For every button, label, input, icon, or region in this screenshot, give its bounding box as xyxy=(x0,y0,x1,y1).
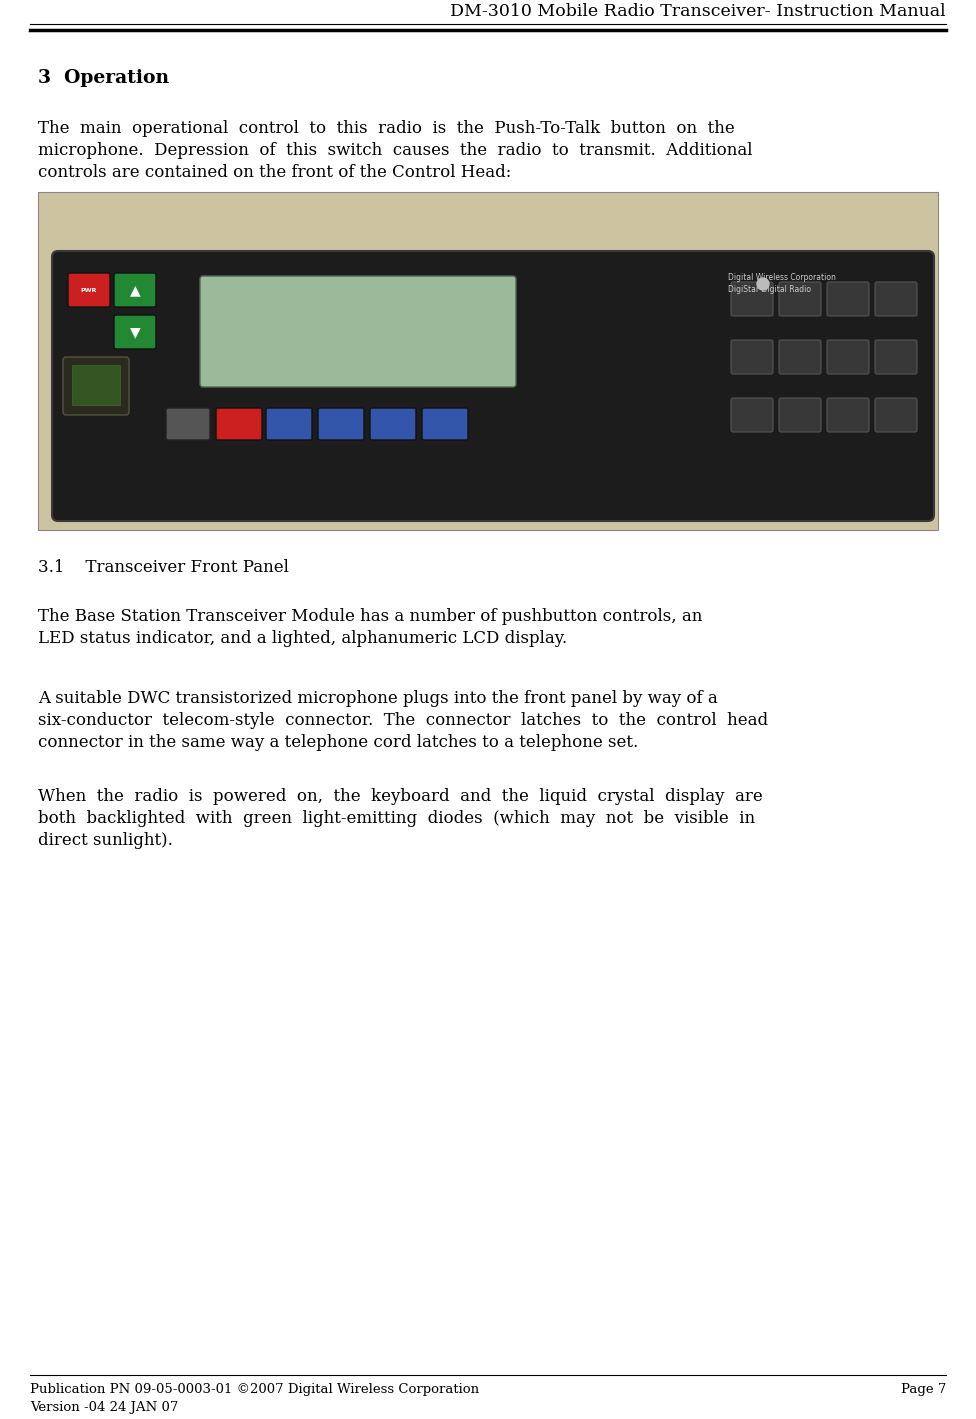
FancyBboxPatch shape xyxy=(166,409,210,440)
FancyBboxPatch shape xyxy=(827,397,869,431)
FancyBboxPatch shape xyxy=(875,341,917,375)
Text: DM-3010 Mobile Radio Transceiver- Instruction Manual: DM-3010 Mobile Radio Transceiver- Instru… xyxy=(450,3,946,20)
FancyBboxPatch shape xyxy=(731,282,773,316)
Text: controls are contained on the front of the Control Head:: controls are contained on the front of t… xyxy=(38,165,511,182)
Text: microphone.  Depression  of  this  switch  causes  the  radio  to  transmit.  Ad: microphone. Depression of this switch ca… xyxy=(38,142,752,159)
Text: Version -04 24 JAN 07: Version -04 24 JAN 07 xyxy=(30,1401,179,1413)
Text: connector in the same way a telephone cord latches to a telephone set.: connector in the same way a telephone co… xyxy=(38,734,638,751)
Text: 3  Operation: 3 Operation xyxy=(38,70,169,87)
Text: A suitable DWC transistorized microphone plugs into the front panel by way of a: A suitable DWC transistorized microphone… xyxy=(38,690,717,707)
FancyBboxPatch shape xyxy=(875,282,917,316)
Text: six-conductor  telecom-style  connector.  The  connector  latches  to  the  cont: six-conductor telecom-style connector. T… xyxy=(38,712,768,729)
FancyBboxPatch shape xyxy=(875,397,917,431)
Text: DigiStar Digital Radio: DigiStar Digital Radio xyxy=(728,284,811,294)
FancyBboxPatch shape xyxy=(827,282,869,316)
Text: Publication PN 09-05-0003-01 ©2007 Digital Wireless Corporation: Publication PN 09-05-0003-01 ©2007 Digit… xyxy=(30,1382,479,1395)
FancyBboxPatch shape xyxy=(68,272,110,307)
FancyBboxPatch shape xyxy=(779,282,821,316)
FancyBboxPatch shape xyxy=(216,409,262,440)
Text: ▲: ▲ xyxy=(130,282,141,297)
FancyBboxPatch shape xyxy=(63,358,129,414)
Text: Digital Wireless Corporation: Digital Wireless Corporation xyxy=(728,272,835,281)
FancyBboxPatch shape xyxy=(731,397,773,431)
Text: Page 7: Page 7 xyxy=(901,1382,946,1395)
Text: direct sunlight).: direct sunlight). xyxy=(38,832,173,849)
FancyBboxPatch shape xyxy=(266,409,312,440)
Text: PWR: PWR xyxy=(81,288,98,292)
Text: both  backlighted  with  green  light-emitting  diodes  (which  may  not  be  vi: both backlighted with green light-emitti… xyxy=(38,810,755,827)
FancyBboxPatch shape xyxy=(731,341,773,375)
Text: The Base Station Transceiver Module has a number of pushbutton controls, an: The Base Station Transceiver Module has … xyxy=(38,607,703,624)
FancyBboxPatch shape xyxy=(114,315,156,349)
Text: When  the  radio  is  powered  on,  the  keyboard  and  the  liquid  crystal  di: When the radio is powered on, the keyboa… xyxy=(38,788,763,805)
Text: LED status indicator, and a lighted, alphanumeric LCD display.: LED status indicator, and a lighted, alp… xyxy=(38,630,567,647)
Text: ▼: ▼ xyxy=(130,325,141,339)
Bar xyxy=(38,192,938,531)
FancyBboxPatch shape xyxy=(318,409,364,440)
FancyBboxPatch shape xyxy=(827,341,869,375)
FancyBboxPatch shape xyxy=(779,341,821,375)
Text: The  main  operational  control  to  this  radio  is  the  Push-To-Talk  button : The main operational control to this rad… xyxy=(38,121,735,138)
FancyBboxPatch shape xyxy=(200,277,516,387)
FancyBboxPatch shape xyxy=(114,272,156,307)
Bar xyxy=(72,365,120,404)
FancyBboxPatch shape xyxy=(779,397,821,431)
Circle shape xyxy=(757,278,769,289)
FancyBboxPatch shape xyxy=(370,409,416,440)
Text: 3.1    Transceiver Front Panel: 3.1 Transceiver Front Panel xyxy=(38,559,289,576)
FancyBboxPatch shape xyxy=(52,251,934,521)
FancyBboxPatch shape xyxy=(422,409,468,440)
